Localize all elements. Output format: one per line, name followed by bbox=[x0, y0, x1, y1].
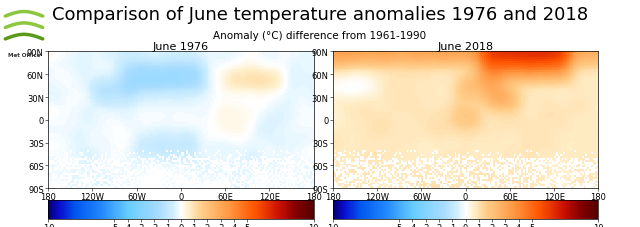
Title: June 2018: June 2018 bbox=[438, 42, 493, 52]
Text: Anomaly (°C) difference from 1961-1990: Anomaly (°C) difference from 1961-1990 bbox=[213, 31, 427, 41]
Text: Comparison of June temperature anomalies 1976 and 2018: Comparison of June temperature anomalies… bbox=[52, 6, 588, 24]
Text: Met Office: Met Office bbox=[8, 53, 40, 57]
Title: June 1976: June 1976 bbox=[153, 42, 209, 52]
